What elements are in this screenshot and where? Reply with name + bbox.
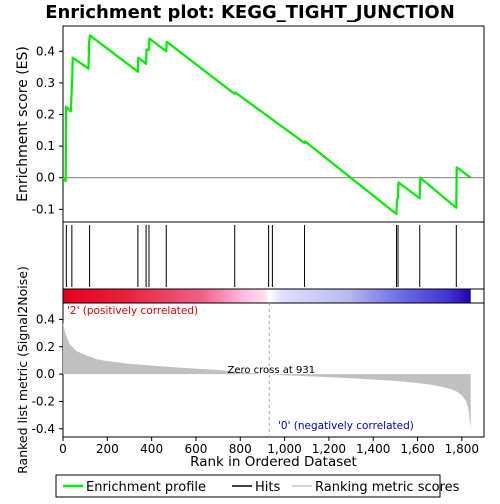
legend-label-profile: Enrichment profile xyxy=(86,480,206,495)
hits-panel xyxy=(63,222,484,303)
metric-xlabel: Rank in Ordered Dataset xyxy=(190,454,357,470)
metric-ytick-label: -0.2 xyxy=(32,394,55,408)
es-ytick-label: 0.3 xyxy=(36,76,55,90)
metric-xtick-label: 1,800 xyxy=(445,442,479,456)
es-ytick-label: 0.0 xyxy=(36,171,55,185)
metric-xtick-label: 0 xyxy=(59,442,67,456)
metric-xtick-label: 400 xyxy=(140,442,163,456)
es-ytick-label: 0.1 xyxy=(36,139,55,153)
negative-correlation-label: '0' (negatively correlated) xyxy=(278,420,414,432)
ranking-color-band xyxy=(63,289,471,303)
metric-xtick-label: 1,600 xyxy=(400,442,434,456)
metric-ytick-label: 0.0 xyxy=(36,367,55,381)
es-ytick-label: -0.1 xyxy=(32,202,55,216)
legend: Enrichment profile Hits Ranking metric sco… xyxy=(56,475,460,497)
metric-xtick-label: 1,400 xyxy=(356,442,390,456)
es-ylabel: Enrichment score (ES) xyxy=(15,46,31,202)
es-ytick-label: 0.4 xyxy=(36,44,55,58)
positive-correlation-label: '2' (positively correlated) xyxy=(67,305,198,317)
es-ytick-label: 0.2 xyxy=(36,108,55,122)
legend-label-hits: Hits xyxy=(255,480,280,495)
zero-cross-label: Zero cross at 931 xyxy=(227,365,315,376)
legend-label-metric: Ranking metric scores xyxy=(315,480,460,495)
metric-ytick-label: -0.4 xyxy=(32,422,55,436)
metric-xtick-label: 200 xyxy=(96,442,119,456)
metric-ytick-label: 0.4 xyxy=(36,312,55,326)
hits-frame xyxy=(63,222,484,289)
metric-ylabel: Ranked list metric (Signal2Noise) xyxy=(15,266,30,474)
metric-ytick-label: 0.2 xyxy=(36,340,55,354)
chart-title: Enrichment plot: KEGG_TIGHT_JUNCTION xyxy=(45,2,455,23)
